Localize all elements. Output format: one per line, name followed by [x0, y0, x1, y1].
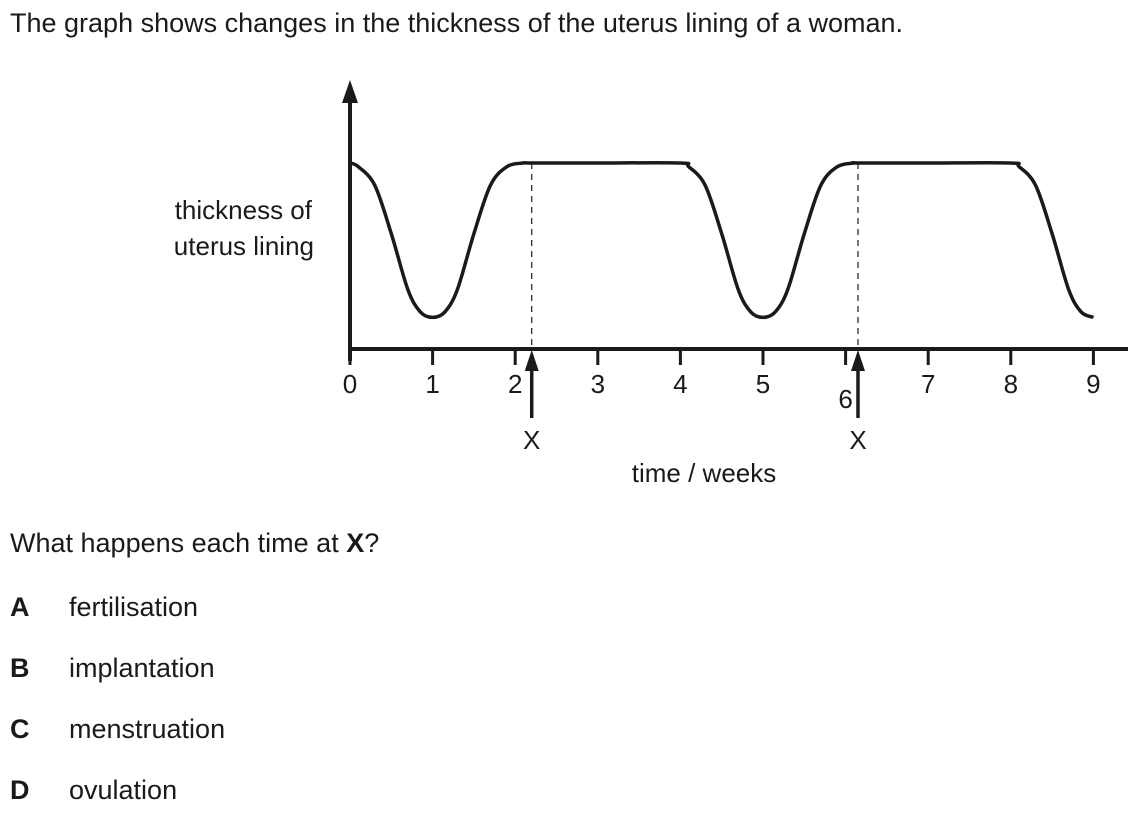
- annotation-arrowhead: [850, 350, 865, 371]
- annotation-arrowhead: [524, 350, 539, 371]
- x-tick-label: 4: [673, 369, 687, 399]
- question-text: What happens each time at X?: [10, 528, 379, 559]
- x-tick-label: 3: [591, 369, 605, 399]
- x-tick-label: 9: [1086, 369, 1100, 399]
- question-prefix: What happens each time at: [10, 528, 347, 558]
- answer-options: A fertilisation B implantation C menstru…: [10, 592, 225, 836]
- option-letter: D: [10, 775, 30, 805]
- uterus-lining-chart: 0 1 2 3 4 5 6 7 8 9X X thickness of uterus lining …: [174, 80, 1128, 488]
- annotation-label: X: [523, 425, 540, 455]
- x-tick-label: 8: [1004, 369, 1018, 399]
- x-tick-label: 7: [921, 369, 935, 399]
- question-marker: X: [346, 528, 365, 558]
- y-axis-label-line-1: thickness of: [175, 195, 313, 225]
- option-a[interactable]: A fertilisation: [10, 592, 225, 653]
- annotation-label: X: [849, 425, 866, 455]
- option-text: fertilisation: [69, 592, 199, 622]
- x-tick-label: 2: [508, 369, 522, 399]
- x-tick-label: 0: [343, 369, 357, 399]
- x-tick-label: 6: [838, 384, 852, 414]
- thickness-line: [349, 160, 1095, 320]
- x-axis-label: time / weeks: [632, 458, 777, 488]
- option-d[interactable]: D ovulation: [10, 775, 225, 836]
- question-intro: The graph shows changes in the thickness…: [10, 8, 904, 38]
- option-text: menstruation: [69, 714, 226, 744]
- option-c[interactable]: C menstruation: [10, 714, 225, 775]
- option-letter: C: [10, 714, 30, 744]
- option-letter: B: [10, 653, 30, 683]
- question-suffix: ?: [364, 528, 380, 558]
- y-axis-label-line-2: uterus lining: [174, 231, 314, 261]
- x-tick-label: 5: [756, 369, 770, 399]
- x-tick-label: 1: [425, 369, 439, 399]
- option-letter: A: [10, 592, 30, 622]
- option-b[interactable]: B implantation: [10, 653, 225, 714]
- y-axis-arrowhead: [342, 80, 358, 103]
- option-text: implantation: [69, 653, 215, 683]
- option-text: ovulation: [69, 775, 178, 805]
